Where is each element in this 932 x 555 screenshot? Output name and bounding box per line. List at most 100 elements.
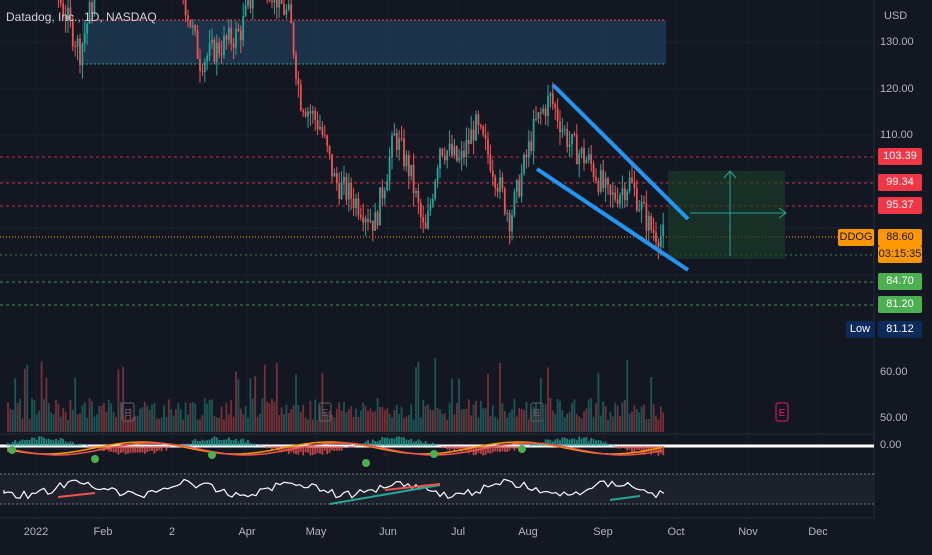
candle-body-256 bbox=[622, 188, 624, 195]
currency-label: USD bbox=[884, 10, 907, 22]
candle-body-223 bbox=[542, 109, 544, 113]
candle-body-213 bbox=[518, 180, 520, 196]
volume-bar-244 bbox=[593, 417, 595, 432]
candle-body-240 bbox=[583, 148, 585, 163]
osc-bar-85 bbox=[211, 438, 213, 446]
osc-bar-144 bbox=[353, 446, 355, 447]
osc-bar-273 bbox=[662, 446, 664, 455]
volume-bar-75 bbox=[187, 415, 189, 432]
volume-bar-179 bbox=[437, 408, 439, 432]
candle-body-115 bbox=[283, 4, 285, 15]
osc-bar-101 bbox=[250, 443, 252, 446]
volume-bar-228 bbox=[554, 414, 556, 432]
volume-bar-11 bbox=[34, 400, 36, 432]
osc-bar-175 bbox=[427, 444, 429, 446]
osc-bar-183 bbox=[446, 446, 448, 449]
volume-bar-256 bbox=[622, 403, 624, 432]
candle-body-212 bbox=[516, 180, 518, 192]
osc-bar-54 bbox=[137, 446, 139, 453]
volume-bar-37 bbox=[96, 414, 98, 432]
volume-bar-172 bbox=[420, 417, 422, 432]
x-tick-apr: Apr bbox=[238, 526, 255, 538]
candle-body-174 bbox=[425, 223, 427, 229]
osc-bar-258 bbox=[626, 446, 628, 450]
osc-bar-237 bbox=[576, 440, 578, 446]
osc-bar-19 bbox=[53, 440, 55, 446]
candle-body-155 bbox=[379, 187, 381, 225]
candle-body-269 bbox=[653, 230, 655, 233]
candle-body-131 bbox=[322, 127, 324, 135]
osc-bar-142 bbox=[348, 446, 350, 448]
candle-body-204 bbox=[497, 188, 499, 192]
volume-bar-149 bbox=[365, 406, 367, 432]
volume-bar-223 bbox=[542, 419, 544, 432]
osc-bar-205 bbox=[499, 446, 501, 452]
level-badge-99-34: 99.34 bbox=[878, 174, 922, 191]
osc-bar-29 bbox=[77, 444, 79, 446]
volume-bar-79 bbox=[197, 420, 199, 432]
osc-bar-37 bbox=[96, 446, 98, 447]
volume-bar-171 bbox=[418, 362, 420, 432]
volume-bar-205 bbox=[499, 363, 501, 432]
volume-bar-146 bbox=[358, 417, 360, 432]
volume-bar-111 bbox=[274, 402, 276, 432]
volume-bar-165 bbox=[403, 418, 405, 432]
osc-bar-155 bbox=[379, 440, 381, 446]
candle-body-119 bbox=[293, 23, 295, 54]
osc-bar-204 bbox=[497, 446, 499, 452]
volume-bar-128 bbox=[314, 400, 316, 432]
level-badge-81-20: 81.20 bbox=[878, 296, 922, 313]
volume-bar-156 bbox=[382, 407, 384, 432]
candle-body-146 bbox=[358, 199, 360, 215]
osc-bar-209 bbox=[509, 446, 511, 451]
osc-bar-20 bbox=[55, 439, 57, 446]
osc-bar-134 bbox=[329, 446, 331, 453]
volume-bar-24 bbox=[65, 412, 67, 432]
osc-bar-111 bbox=[274, 446, 276, 447]
osc-bar-57 bbox=[144, 446, 146, 454]
volume-bar-53 bbox=[134, 416, 136, 432]
volume-bar-1 bbox=[10, 409, 12, 432]
candle-body-81 bbox=[202, 71, 204, 72]
volume-bar-103 bbox=[254, 376, 256, 432]
volume-bar-77 bbox=[192, 402, 194, 432]
volume-bar-58 bbox=[146, 406, 148, 432]
volume-bar-186 bbox=[454, 414, 456, 432]
volume-bar-33 bbox=[86, 418, 88, 432]
candle-body-206 bbox=[502, 177, 504, 188]
volume-bar-56 bbox=[142, 407, 144, 432]
candle-body-231 bbox=[562, 129, 564, 132]
volume-bar-148 bbox=[362, 403, 364, 432]
volume-bar-4 bbox=[17, 403, 19, 432]
osc-bar-167 bbox=[408, 440, 410, 446]
volume-bar-243 bbox=[590, 398, 592, 432]
osc-bar-136 bbox=[334, 446, 336, 451]
candle-body-218 bbox=[530, 141, 532, 151]
volume-bar-195 bbox=[475, 401, 477, 432]
candle-body-243 bbox=[590, 154, 592, 164]
volume-bar-13 bbox=[38, 411, 40, 432]
candle-body-28 bbox=[74, 46, 76, 47]
volume-bar-123 bbox=[302, 405, 304, 432]
osc-bar-168 bbox=[410, 439, 412, 446]
osc-bar-81 bbox=[202, 440, 204, 446]
candle-body-32 bbox=[84, 34, 86, 44]
candle-body-190 bbox=[463, 151, 465, 157]
osc-bar-176 bbox=[430, 444, 432, 446]
volume-bar-227 bbox=[552, 411, 554, 432]
candle-body-202 bbox=[492, 171, 494, 177]
volume-bar-177 bbox=[432, 410, 434, 432]
candle-body-92 bbox=[228, 28, 230, 40]
volume-bar-159 bbox=[389, 414, 391, 432]
osc-bar-84 bbox=[209, 440, 211, 446]
volume-bar-259 bbox=[629, 414, 631, 432]
candle-body-156 bbox=[382, 187, 384, 198]
osc-bar-47 bbox=[120, 446, 122, 453]
volume-bar-110 bbox=[271, 399, 273, 432]
x-tick-nov: Nov bbox=[738, 526, 758, 538]
volume-bar-147 bbox=[360, 411, 362, 432]
volume-bar-36 bbox=[94, 417, 96, 432]
candle-body-242 bbox=[588, 154, 590, 160]
